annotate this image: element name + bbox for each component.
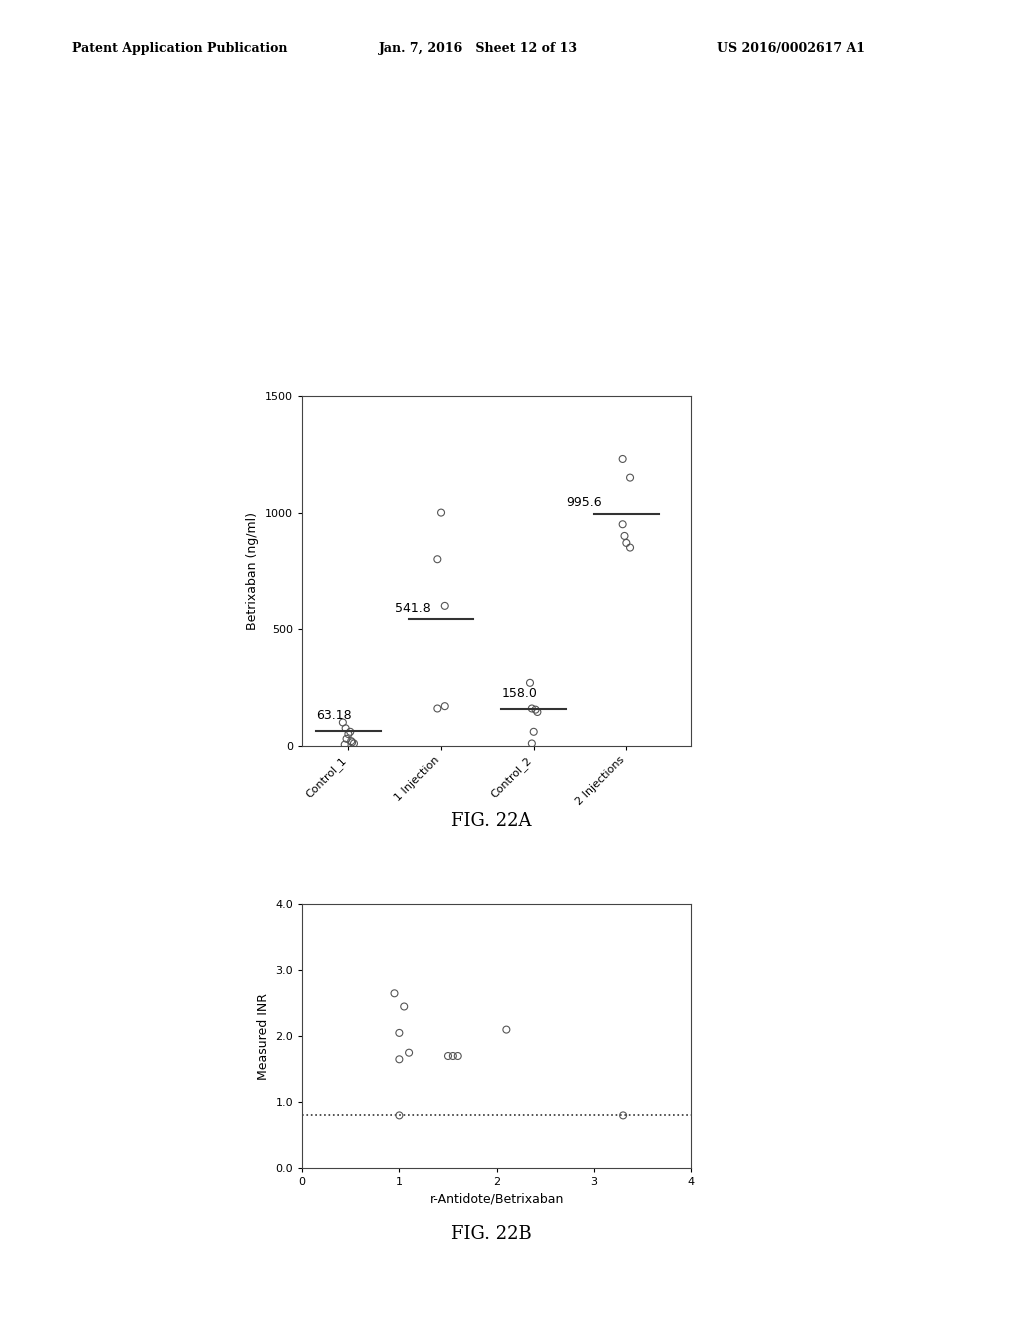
Text: FIG. 22A: FIG. 22A: [452, 812, 531, 830]
Point: [338, 729, 354, 750]
Text: 158.0: 158.0: [502, 686, 538, 700]
Point: [338, 718, 354, 739]
Text: 541.8: 541.8: [394, 602, 430, 615]
Point: [529, 701, 546, 722]
Point: [429, 549, 445, 570]
Point: [440, 1045, 457, 1067]
Point: [614, 513, 631, 535]
Point: [618, 532, 635, 553]
Point: [337, 734, 353, 755]
Point: [433, 502, 450, 523]
Text: Jan. 7, 2016   Sheet 12 of 13: Jan. 7, 2016 Sheet 12 of 13: [379, 42, 578, 55]
Point: [450, 1045, 466, 1067]
Point: [527, 700, 544, 721]
Point: [436, 696, 453, 717]
Point: [444, 1045, 461, 1067]
Point: [335, 711, 351, 733]
Point: [622, 467, 638, 488]
Point: [391, 1105, 408, 1126]
Text: 63.18: 63.18: [316, 709, 351, 722]
Point: [396, 995, 413, 1016]
Point: [391, 1048, 408, 1069]
Point: [346, 733, 362, 754]
X-axis label: r-Antidote/Betrixaban: r-Antidote/Betrixaban: [429, 1193, 564, 1205]
Point: [342, 721, 358, 742]
Point: [340, 723, 356, 744]
Text: 995.6: 995.6: [566, 496, 602, 510]
Y-axis label: Measured INR: Measured INR: [257, 993, 269, 1080]
Text: FIG. 22B: FIG. 22B: [452, 1225, 531, 1243]
Point: [614, 449, 631, 470]
Point: [386, 982, 402, 1003]
Point: [429, 698, 445, 719]
Point: [344, 731, 360, 752]
Point: [343, 730, 359, 751]
Point: [436, 595, 453, 616]
Point: [499, 1019, 515, 1040]
Point: [523, 698, 540, 719]
Point: [391, 1022, 408, 1043]
Text: US 2016/0002617 A1: US 2016/0002617 A1: [717, 42, 865, 55]
Point: [522, 672, 539, 693]
Point: [622, 537, 638, 558]
Text: Patent Application Publication: Patent Application Publication: [72, 42, 287, 55]
Point: [523, 733, 540, 754]
Point: [616, 525, 633, 546]
Point: [525, 721, 542, 742]
Point: [401, 1043, 418, 1064]
Y-axis label: Betrixaban (ng/ml): Betrixaban (ng/ml): [247, 512, 259, 630]
Point: [614, 1105, 631, 1126]
